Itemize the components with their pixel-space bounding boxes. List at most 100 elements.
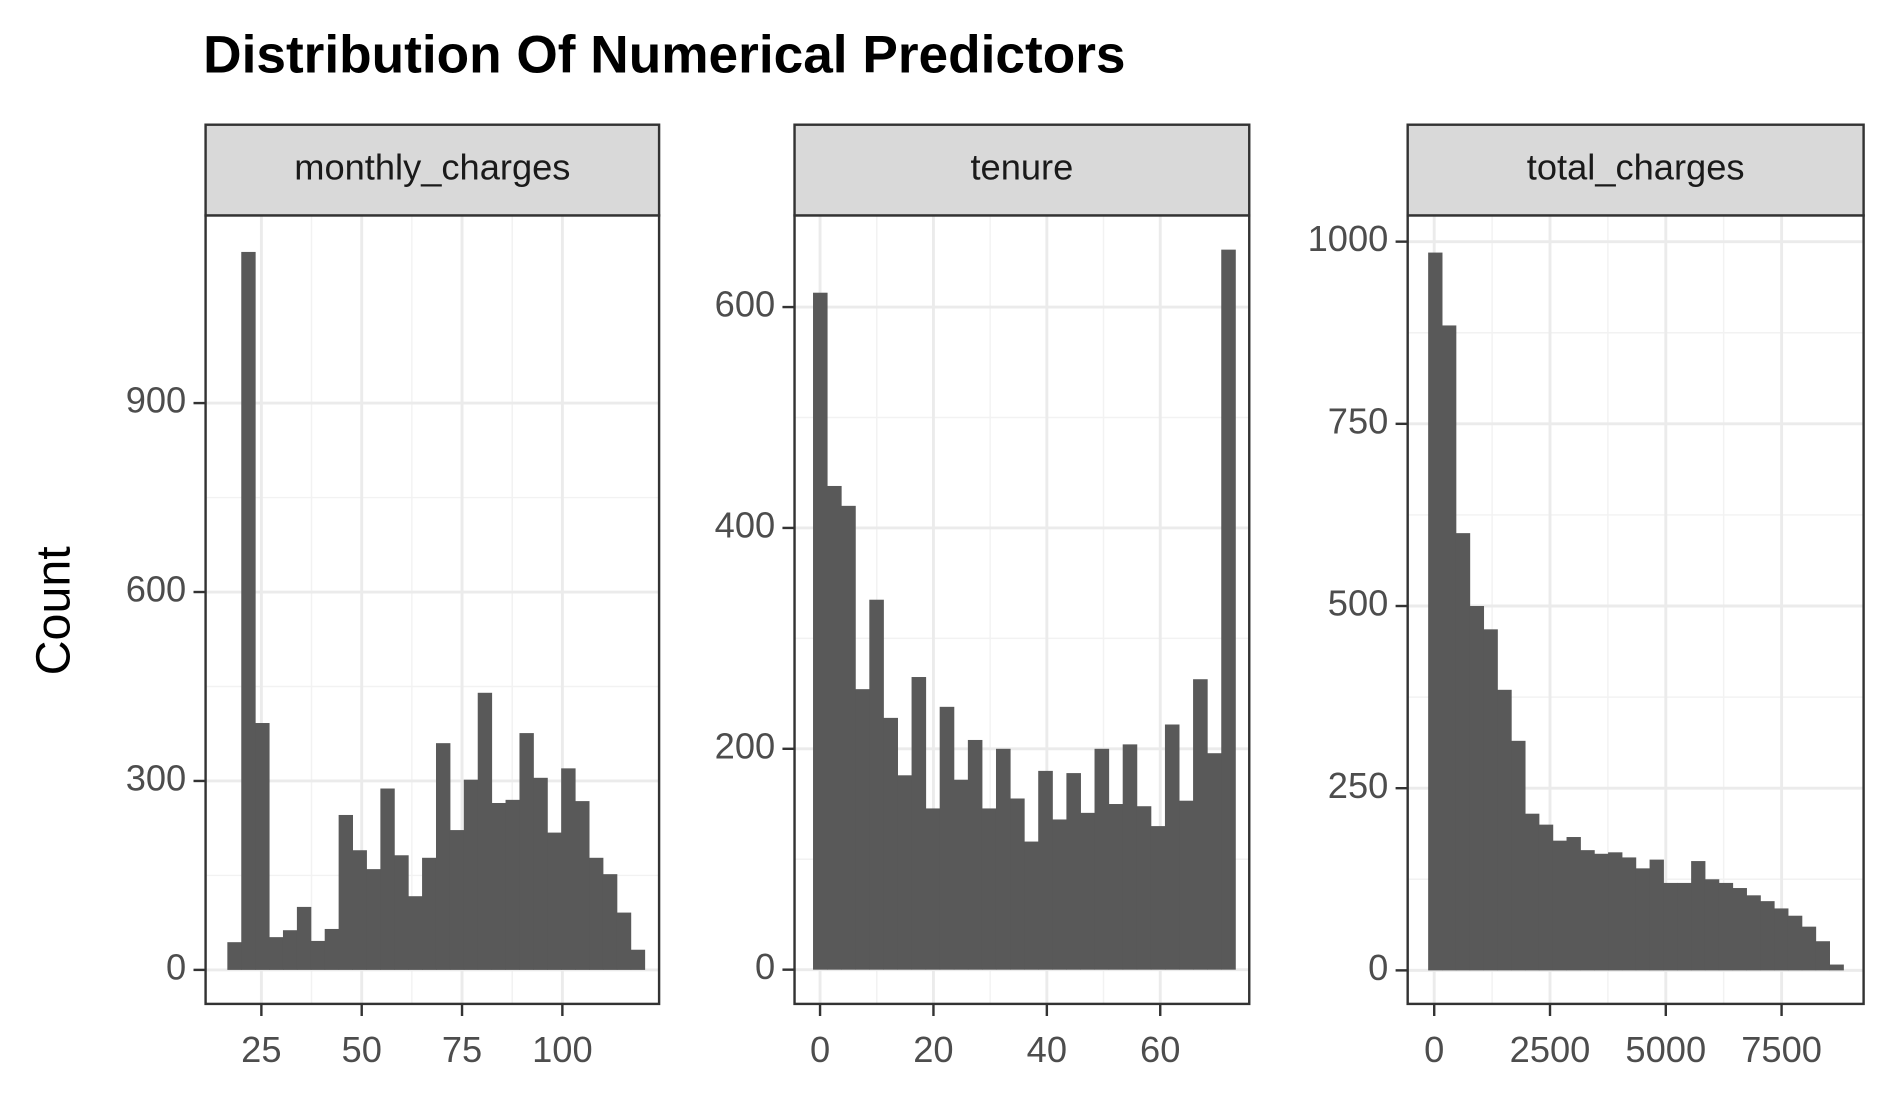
bar	[1525, 813, 1540, 971]
bar	[1552, 840, 1568, 971]
y-tick-label: 0	[1368, 947, 1388, 988]
x-tick-label: 20	[913, 1029, 953, 1070]
bar	[1455, 533, 1471, 971]
bar	[575, 801, 590, 970]
bar	[449, 830, 465, 970]
bar	[883, 717, 898, 970]
x-tick-label: 0	[810, 1029, 830, 1070]
bar	[1691, 861, 1706, 971]
y-tick-label: 250	[1328, 765, 1389, 806]
bar	[925, 808, 941, 970]
bar	[1760, 901, 1775, 971]
bar	[1122, 744, 1138, 970]
bar	[408, 896, 423, 970]
bar	[1024, 841, 1039, 970]
bar	[1635, 868, 1651, 971]
bar	[547, 832, 562, 970]
bar	[827, 485, 842, 970]
strip-label: tenure	[970, 147, 1073, 188]
bar	[1815, 941, 1830, 971]
bar	[1428, 252, 1443, 971]
bar	[241, 251, 256, 970]
bar	[366, 869, 381, 970]
y-tick-label: 200	[715, 725, 776, 766]
bar	[338, 814, 354, 970]
bar	[533, 777, 548, 970]
bar	[491, 802, 507, 970]
bar	[939, 706, 955, 970]
y-tick-label: 900	[126, 380, 187, 421]
bar	[953, 779, 969, 970]
x-tick-label: 0	[1424, 1029, 1444, 1070]
bar	[1580, 850, 1595, 971]
bar	[1207, 753, 1222, 970]
bar	[422, 857, 437, 970]
chart-title: Distribution Of Numerical Predictors	[203, 25, 1125, 84]
bar	[296, 906, 312, 970]
bar	[1094, 748, 1110, 970]
bar	[995, 748, 1011, 970]
bar	[869, 599, 884, 970]
bar	[1164, 724, 1180, 970]
bar	[310, 940, 326, 970]
x-tick-label: 7500	[1741, 1029, 1822, 1070]
strip	[1406, 123, 1865, 217]
bar	[1732, 888, 1747, 971]
y-axis-label: Count	[27, 546, 81, 676]
bar	[1080, 812, 1096, 970]
y-tick-label: 500	[1328, 583, 1389, 624]
y-tick-label: 750	[1328, 400, 1389, 441]
bar	[1608, 852, 1623, 971]
x-tick-label: 75	[442, 1029, 482, 1070]
bar	[394, 855, 409, 970]
y-tick-label: 400	[715, 505, 776, 546]
bar	[1718, 882, 1734, 971]
strip-label: total_charges	[1527, 147, 1745, 188]
bar	[1663, 882, 1678, 971]
x-tick-label: 25	[241, 1029, 281, 1070]
bar	[967, 739, 983, 970]
bar	[841, 505, 856, 970]
bar	[1136, 806, 1152, 970]
bar	[380, 788, 395, 970]
x-tick-label: 100	[532, 1029, 593, 1070]
bar	[602, 874, 618, 970]
bar	[616, 912, 632, 970]
bar	[505, 799, 520, 970]
bar	[1483, 629, 1498, 971]
bar	[255, 723, 270, 970]
bar	[1774, 908, 1789, 971]
bar	[519, 733, 534, 970]
bar	[1594, 853, 1609, 971]
bar	[1179, 800, 1194, 970]
y-tick-label: 1000	[1308, 218, 1389, 259]
bar	[282, 930, 298, 970]
bar	[1150, 826, 1166, 970]
bar	[435, 743, 451, 970]
bar	[1649, 859, 1664, 971]
bar	[1038, 770, 1053, 970]
x-tick-label: 2500	[1510, 1029, 1591, 1070]
y-tick-label: 0	[755, 946, 775, 987]
bar	[1066, 773, 1081, 970]
bar	[630, 949, 646, 970]
y-tick-label: 600	[126, 569, 187, 610]
bar	[981, 808, 997, 970]
bar	[589, 857, 604, 970]
strip	[793, 123, 1251, 217]
bar	[477, 692, 493, 970]
bar	[324, 928, 340, 970]
bar	[1221, 249, 1236, 970]
bar	[1704, 879, 1720, 971]
bar	[463, 779, 479, 970]
x-tick-label: 60	[1140, 1029, 1180, 1070]
bar	[1829, 964, 1844, 971]
bar	[897, 775, 913, 970]
bar	[1193, 679, 1208, 970]
bar	[911, 677, 927, 970]
bar	[561, 768, 576, 970]
bar	[1010, 798, 1025, 970]
bar	[1052, 819, 1067, 970]
y-tick-label: 300	[126, 758, 187, 799]
